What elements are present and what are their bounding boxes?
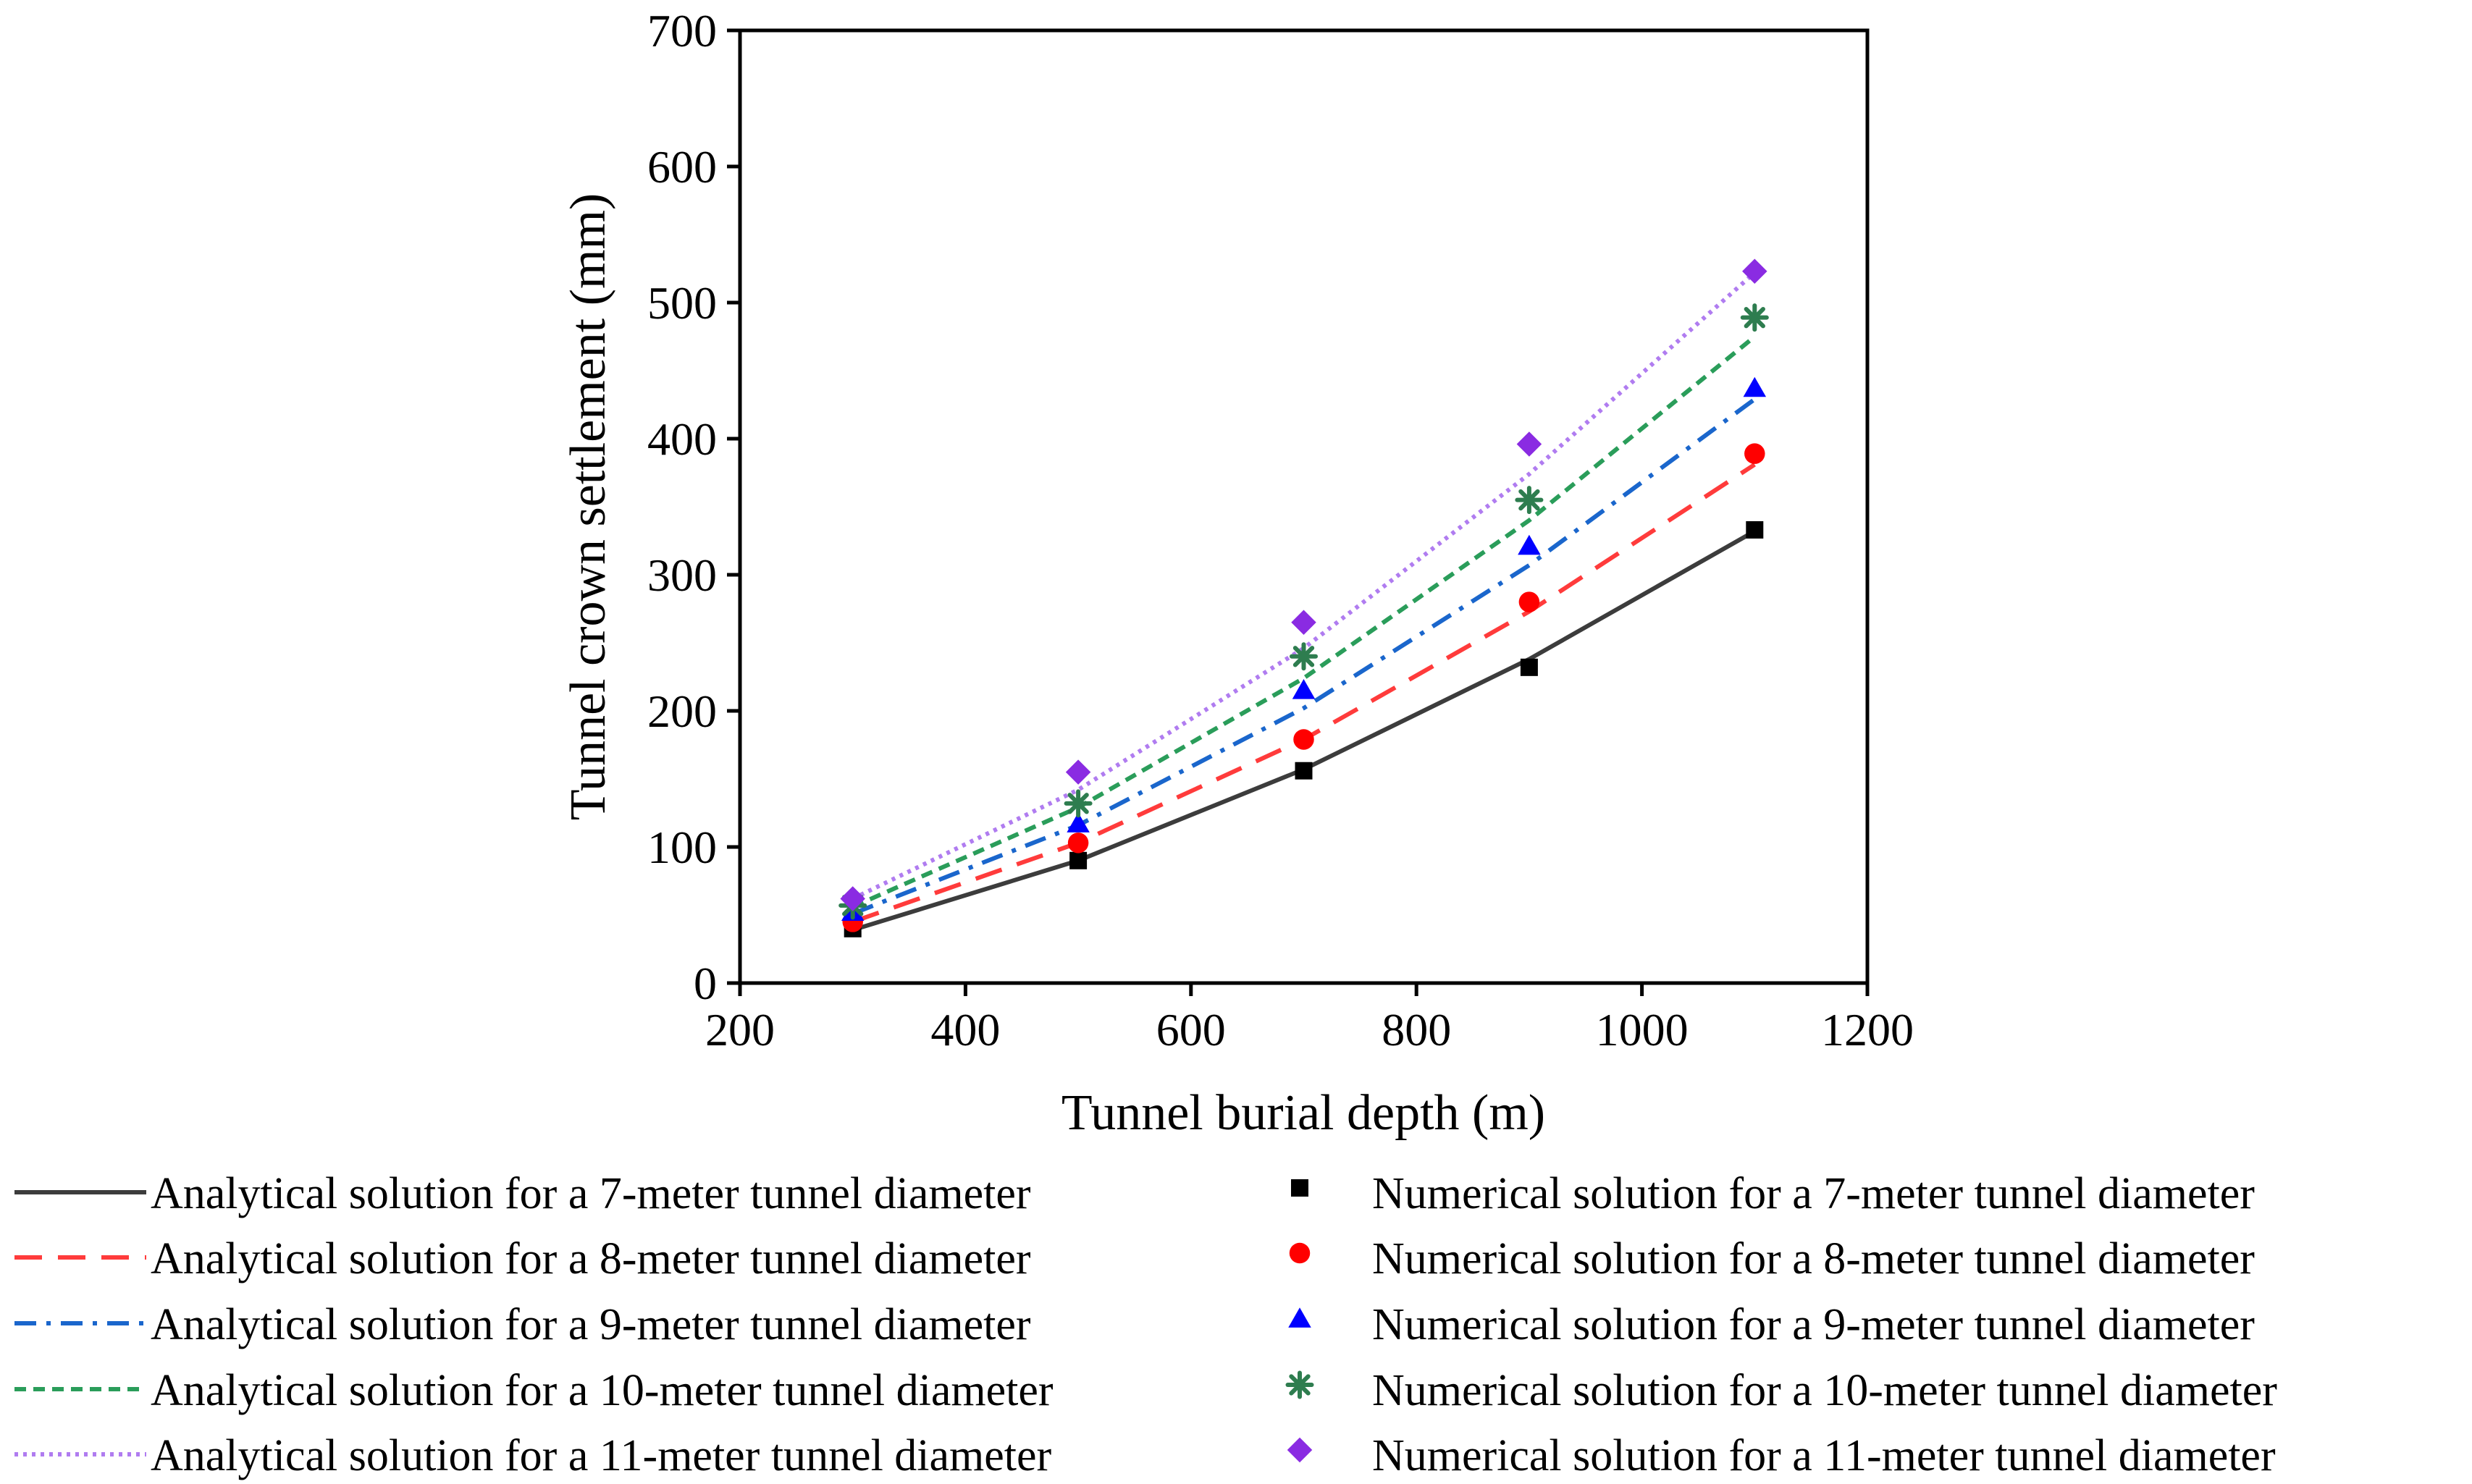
data-point [840, 886, 865, 911]
analytical-line-2 [852, 397, 1757, 916]
data-point [1291, 610, 1316, 636]
data-point [1743, 376, 1767, 397]
plot-area [738, 28, 1870, 985]
data-point [1295, 762, 1313, 780]
y-tick-label: 100 [647, 822, 717, 873]
y-tick-label: 300 [647, 549, 717, 601]
y-tick-label: 400 [647, 413, 717, 465]
legend-label: Numerical solution for a 10-meter tunnel… [1372, 1366, 2277, 1415]
x-tick-label: 1000 [1596, 1004, 1689, 1055]
analytical-line-4 [852, 271, 1757, 901]
legend-marker-swatch [1287, 1437, 1313, 1463]
data-point [1065, 759, 1091, 785]
legend-marker-swatch [1289, 1242, 1311, 1264]
data-point [1740, 303, 1769, 332]
data-point [1064, 789, 1093, 818]
x-tick-label: 800 [1382, 1004, 1451, 1055]
y-tick-label: 0 [694, 958, 717, 1009]
numerical-markers [838, 258, 1769, 937]
y-axis-title: Tunnel crown settlement (mm) [560, 193, 616, 820]
legend-label: Numerical solution for a 9-meter tunnel … [1372, 1300, 2255, 1349]
data-point [1290, 642, 1318, 671]
x-axis-title: Tunnel burial depth (m) [1061, 1085, 1545, 1141]
data-point [1069, 851, 1088, 869]
y-tick-label: 200 [647, 686, 717, 737]
legend-label: Numerical solution for a 11-meter tunnel… [1372, 1431, 2276, 1480]
y-tick-label: 700 [647, 5, 717, 56]
data-point [1520, 658, 1538, 676]
legend-label: Analytical solution for a 10-meter tunne… [151, 1366, 1054, 1415]
data-point [1518, 591, 1540, 612]
legend-label: Analytical solution for a 7-meter tunnel… [151, 1169, 1031, 1218]
data-point [1518, 534, 1541, 555]
legend-marker-swatch [1291, 1179, 1308, 1197]
legend: Analytical solution for a 7-meter tunnel… [14, 1169, 2277, 1480]
data-point [1067, 812, 1090, 832]
y-axis: 0 100 200 300 400 500 600 700 [647, 5, 740, 1009]
data-point [1742, 258, 1767, 284]
x-tick-label: 600 [1156, 1004, 1226, 1055]
legend-label: Numerical solution for a 8-meter tunnel … [1372, 1234, 2255, 1283]
legend-label: Analytical solution for a 11-meter tunne… [151, 1431, 1052, 1480]
x-axis: 200 400 600 800 1000 1200 [705, 983, 1914, 1055]
data-point [1293, 729, 1314, 750]
data-point [1744, 443, 1765, 464]
y-tick-label: 500 [647, 277, 717, 329]
data-point [1515, 486, 1544, 515]
x-tick-label: 400 [930, 1004, 1000, 1055]
analytical-lines [852, 271, 1757, 932]
legend-label: Analytical solution for a 8-meter tunnel… [151, 1234, 1031, 1283]
x-tick-label: 1200 [1821, 1004, 1914, 1055]
legend-label: Analytical solution for a 9-meter tunnel… [151, 1300, 1031, 1349]
legend-label: Numerical solution for a 7-meter tunnel … [1372, 1169, 2255, 1218]
data-point [1067, 832, 1089, 853]
legend-marker-swatch [1288, 1307, 1311, 1328]
data-point [1516, 431, 1542, 457]
data-point [1746, 520, 1764, 539]
legend-marker-swatch [1285, 1370, 1314, 1399]
plot-frame [738, 28, 1870, 985]
x-tick-label: 200 [705, 1004, 775, 1055]
data-point [1292, 679, 1316, 699]
y-tick-label: 600 [647, 141, 717, 193]
